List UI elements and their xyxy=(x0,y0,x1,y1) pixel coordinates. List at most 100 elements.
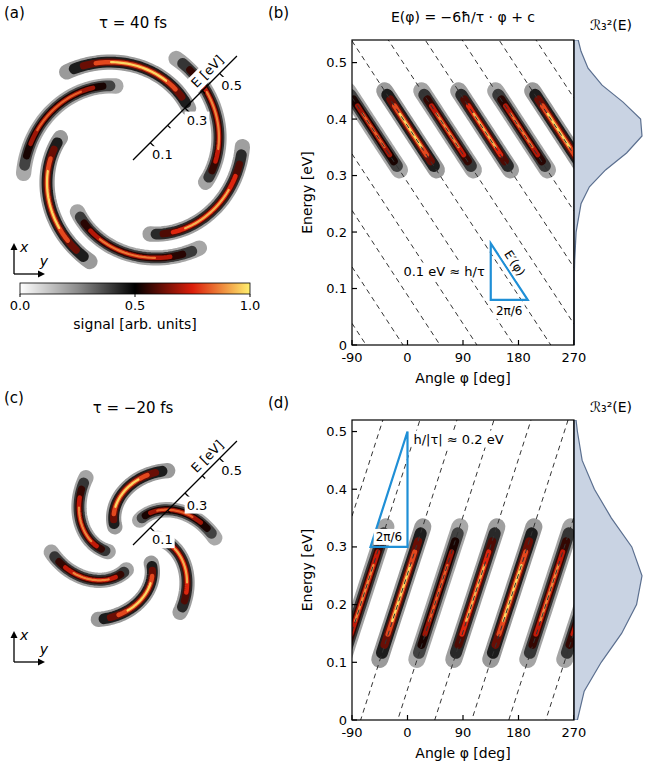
label-bg xyxy=(412,431,506,448)
streak-layer xyxy=(47,143,83,257)
streak xyxy=(158,538,187,612)
direction-indicator: xy xyxy=(11,239,49,278)
streak-layer xyxy=(47,149,76,250)
streak-layer xyxy=(74,62,186,103)
panel-letter: (d) xyxy=(268,394,289,412)
minor-tick xyxy=(202,91,205,94)
streak-layer xyxy=(352,541,381,645)
streak-layer xyxy=(79,508,91,542)
streak-layer xyxy=(185,190,229,228)
label-bg xyxy=(494,303,525,319)
streak xyxy=(24,86,116,174)
tick-label: 90 xyxy=(455,725,472,740)
profile-axis xyxy=(573,40,574,345)
arrow-head xyxy=(38,659,45,666)
tick-label: 1.0 xyxy=(240,298,261,313)
dashed-line xyxy=(352,420,574,720)
profile-area xyxy=(574,40,642,345)
streak-layer xyxy=(65,567,115,580)
tick xyxy=(518,340,519,345)
minor-tick xyxy=(168,510,171,513)
arrow-head xyxy=(38,271,45,278)
tick xyxy=(352,175,357,176)
annotation: E′(φ) xyxy=(501,248,528,279)
tick-label: 0 xyxy=(339,338,347,353)
plot-bg xyxy=(352,420,574,720)
tick-label: 0.4 xyxy=(326,482,347,497)
streak xyxy=(47,138,90,262)
equation: E(φ) = −6ħ/τ · φ + c xyxy=(391,9,535,25)
dashed-line xyxy=(352,40,574,324)
label-bg xyxy=(401,263,486,280)
tick-label: 0.1 xyxy=(152,532,173,547)
energy-axis: 0.10.30.5E [eV] xyxy=(133,435,244,548)
plot-frame xyxy=(352,420,574,720)
tick xyxy=(352,288,357,289)
tick-label: 180 xyxy=(506,725,531,740)
axis-title: E [eV] xyxy=(188,437,226,475)
plot-frame xyxy=(352,40,574,345)
dashed-line xyxy=(352,420,574,632)
tick-label: 0.5 xyxy=(326,55,347,70)
direction-indicator: xy xyxy=(11,627,49,666)
streak-layer xyxy=(96,62,176,89)
tick xyxy=(352,431,357,432)
direction-label: y xyxy=(39,641,49,657)
energy-axis: 0.1 0.3 0.5E [eV] xyxy=(133,50,244,163)
label-bg xyxy=(374,529,405,545)
streak-layer xyxy=(114,475,148,514)
streak xyxy=(77,212,199,258)
axis-title: Energy [eV] xyxy=(299,151,315,234)
tick-label: 0.3 xyxy=(187,113,208,128)
colorbar: 0.00.51.0signal [arb. units] xyxy=(10,283,261,332)
streak-layer xyxy=(59,562,121,581)
label-bg xyxy=(186,50,229,93)
profile-area xyxy=(574,420,642,720)
arrow-y xyxy=(14,661,40,662)
streak-layer xyxy=(37,92,81,130)
tick-label: 180 xyxy=(506,350,531,365)
streak xyxy=(51,552,126,580)
streak-layer xyxy=(79,478,108,552)
panel-title: τ = −20 fs xyxy=(93,399,174,417)
tick-label: 0.1 xyxy=(152,147,173,162)
dashed-line xyxy=(352,210,574,345)
arrow-y xyxy=(14,273,40,274)
streak-layer xyxy=(47,171,59,228)
figure: (a)τ = 40 fs0.10.30.5E [eV]xy0.00.51.0si… xyxy=(0,0,657,778)
plot-area xyxy=(352,40,574,345)
streak-layer xyxy=(51,552,126,580)
streak-layer xyxy=(27,86,103,156)
tick-label: 0.5 xyxy=(221,78,242,93)
profile-axis xyxy=(573,420,574,720)
label-bg xyxy=(150,531,175,548)
panel-letter: (a) xyxy=(4,4,25,22)
dashed-line xyxy=(352,323,574,345)
axis-line xyxy=(133,441,237,545)
streak-layer xyxy=(80,217,192,258)
tick-label: 0.5 xyxy=(221,463,242,478)
label-bg xyxy=(185,497,210,514)
streak-layer xyxy=(565,527,574,660)
tick xyxy=(352,546,357,547)
label-bg xyxy=(499,246,530,281)
tick xyxy=(352,344,357,345)
streak-layer xyxy=(24,86,116,174)
arrow-head xyxy=(11,631,18,638)
tick xyxy=(462,715,463,720)
streak-layer xyxy=(175,549,187,583)
streak-layer xyxy=(150,147,242,235)
streak-layer xyxy=(67,62,189,108)
tick xyxy=(135,294,136,297)
minor-tick xyxy=(202,476,205,479)
axis-title: E [eV] xyxy=(188,52,226,90)
scale-triangle xyxy=(491,243,528,299)
plot-area xyxy=(352,420,574,720)
tick xyxy=(407,715,408,720)
panel-letter: (b) xyxy=(268,4,289,22)
dashed-line xyxy=(352,420,574,720)
tick-label: 0.2 xyxy=(326,225,347,240)
dashed-line xyxy=(352,420,574,720)
streak-layer xyxy=(25,86,110,165)
streak-layer xyxy=(77,212,199,258)
